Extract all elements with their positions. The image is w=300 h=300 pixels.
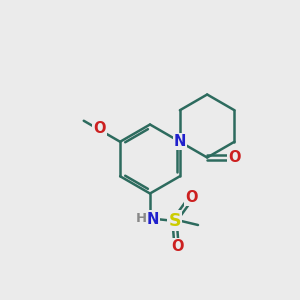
- Text: O: O: [185, 190, 198, 205]
- Text: N: N: [174, 134, 186, 149]
- Text: O: O: [93, 121, 105, 136]
- Text: S: S: [168, 212, 181, 230]
- Text: H: H: [136, 212, 147, 226]
- Text: O: O: [228, 150, 240, 165]
- Text: N: N: [147, 212, 159, 226]
- Text: O: O: [171, 239, 184, 254]
